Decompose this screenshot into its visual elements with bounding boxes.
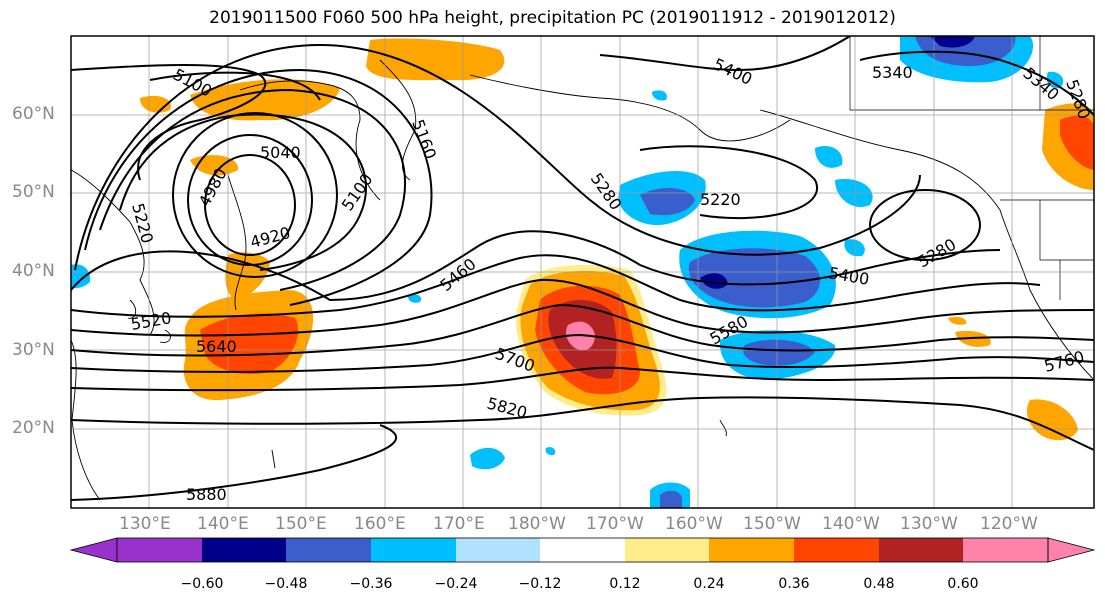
colorbar-segment — [794, 538, 879, 562]
lon-label: 180°W — [508, 514, 566, 534]
lon-label: 130°E — [119, 514, 171, 534]
lat-label: 50°N — [12, 182, 55, 202]
colorbar-tick: −0.36 — [350, 576, 393, 592]
colorbar-tick: 0.60 — [947, 576, 978, 592]
lat-label: 20°N — [12, 418, 55, 438]
lon-label: 140°E — [197, 514, 249, 534]
coastlines — [71, 59, 1094, 501]
map-title: 2019011500 F060 500 hPa height, precipit… — [209, 8, 896, 28]
colorbar — [69, 537, 1096, 563]
contour-label: 5640 — [196, 337, 237, 356]
colorbar-segment — [69, 537, 118, 563]
colorbar-tick: 0.36 — [778, 576, 809, 592]
colorbar-tick: 0.24 — [693, 576, 724, 592]
lon-label: 150°E — [275, 514, 327, 534]
colorbar-tick: −0.24 — [435, 576, 478, 592]
map-frame — [70, 35, 1095, 509]
lat-label: 60°N — [12, 104, 55, 124]
colorbar-segment — [117, 538, 202, 562]
colorbar-tick: 0.12 — [609, 576, 640, 592]
colorbar-tick: 0.48 — [863, 576, 894, 592]
colorbar-segment — [625, 538, 709, 562]
lon-label: 120°W — [980, 514, 1038, 534]
contour-label: 5880 — [186, 485, 227, 504]
height-contours — [71, 36, 1094, 501]
colorbar-segment — [540, 538, 625, 562]
lon-label: 140°W — [822, 514, 880, 534]
colorbar-tick: −0.60 — [181, 576, 224, 592]
colorbar-segment — [371, 538, 456, 562]
lat-label: 40°N — [12, 261, 55, 281]
contour-label: 5340 — [872, 63, 913, 82]
lon-label: 160°E — [354, 514, 406, 534]
colorbar-frame — [116, 537, 1049, 563]
colorbar-segment — [1047, 537, 1096, 563]
lon-label: 150°W — [743, 514, 801, 534]
colorbar-ticks: −0.60 −0.48 −0.36 −0.24 −0.12 0.12 0.24 … — [181, 576, 979, 592]
colorbar-segment — [286, 538, 371, 562]
colorbar-tick: −0.12 — [519, 576, 562, 592]
contour-label: 5220 — [700, 190, 741, 209]
colorbar-segment — [709, 538, 794, 562]
colorbar-segment — [456, 538, 540, 562]
lon-label: 130°W — [900, 514, 958, 534]
lon-label: 170°E — [433, 514, 485, 534]
colorbar-segment — [963, 538, 1048, 562]
colorbar-segment — [879, 538, 963, 562]
colorbar-segment — [202, 538, 286, 562]
contour-label: 5040 — [260, 143, 301, 162]
borders — [849, 36, 1094, 300]
colorbar-tick: −0.48 — [265, 576, 308, 592]
lon-label: 170°W — [586, 514, 644, 534]
lon-label: 160°W — [665, 514, 723, 534]
lat-label: 30°N — [12, 340, 55, 360]
